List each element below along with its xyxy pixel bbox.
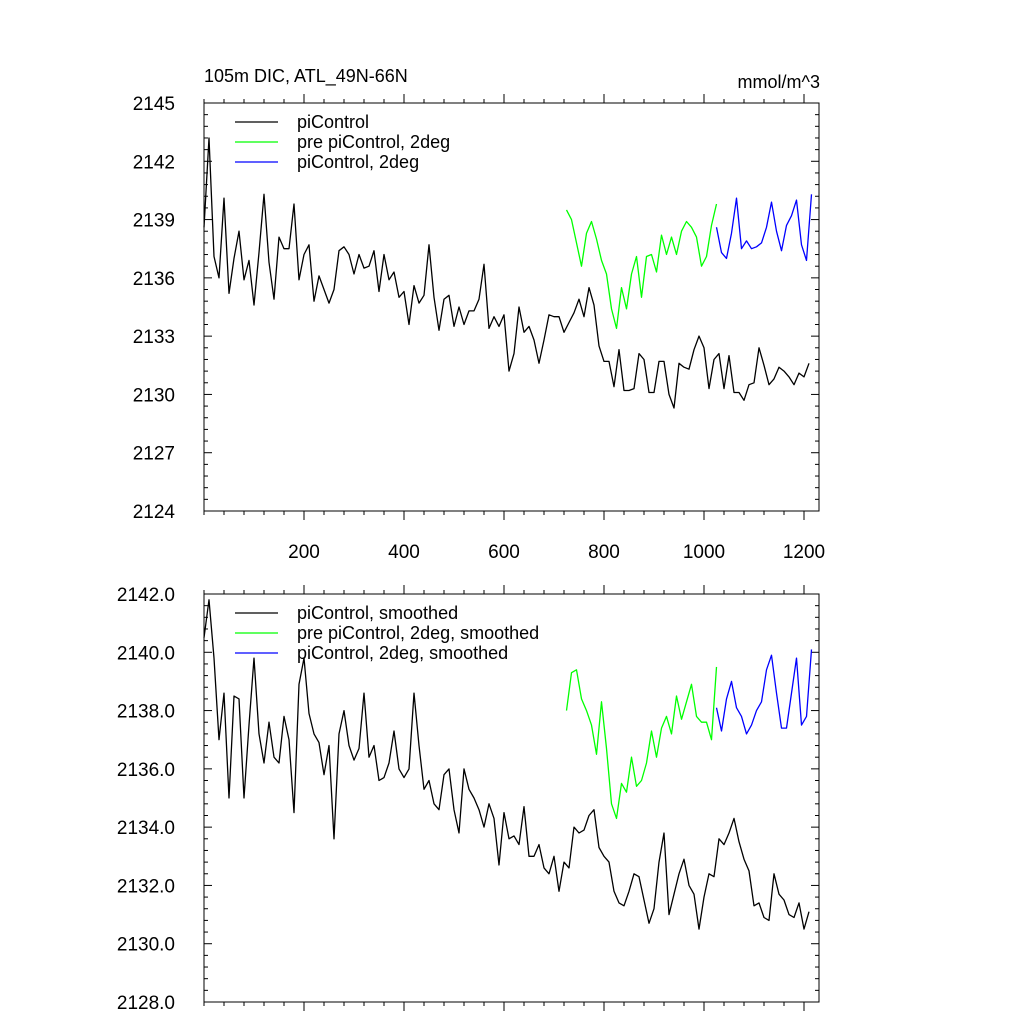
series-line-0 (203, 137, 810, 409)
y-tick-label: 2145 (133, 94, 175, 115)
y-tick-label: 2142 (133, 152, 175, 173)
top-panel: 105m DIC, ATL_49N-66N mmol/m^3 212421272… (133, 66, 825, 563)
x-tick-label: 400 (388, 542, 420, 563)
y-tick-label: 2132.0 (117, 876, 175, 897)
major-ticks (204, 94, 819, 520)
y-tick-label: 2139 (133, 211, 175, 232)
legend-label-0: piControl, smoothed (297, 603, 458, 623)
legend-label-1: pre piControl, 2deg (297, 132, 450, 152)
plot-frame (203, 102, 820, 512)
y-tick-labels: 2128.0 2130.0 2132.0 2134.0 2136.0 2138.0 2140… (117, 585, 175, 1014)
y-tick-label: 2138.0 (117, 702, 175, 723)
y-tick-label: 2124 (133, 502, 176, 523)
y-tick-label: 2142.0 (117, 585, 175, 606)
x-tick-label: 1000 (683, 542, 725, 563)
series-line-0 (203, 599, 810, 930)
series-group (203, 137, 813, 409)
bottom-panel: 2128.0 2130.0 2132.0 2134.0 2136.0 2138.0 2140… (117, 585, 820, 1014)
legend-label-2: piControl, 2deg, smoothed (297, 643, 508, 663)
major-ticks (204, 585, 819, 1011)
x-tick-label: 600 (488, 542, 520, 563)
y-tick-labels: 2124 2127 2130 2133 2136 2139 2142 2145 (133, 94, 176, 523)
y-tick-label: 2134.0 (117, 818, 175, 839)
chart-title: 105m DIC, ATL_49N-66N (204, 66, 408, 87)
series-group (203, 599, 813, 930)
x-tick-label: 200 (288, 542, 320, 563)
series-line-2 (715, 649, 813, 735)
series-line-2 (715, 194, 813, 262)
plot-frame (203, 593, 820, 1003)
series-line-1 (565, 666, 718, 820)
y-tick-label: 2133 (133, 327, 175, 348)
legend-label-2: piControl, 2deg (297, 152, 419, 172)
legend-label-0: piControl (297, 112, 369, 132)
series-line-1 (565, 203, 718, 330)
x-tick-labels: 200 400 600 800 1000 1200 (288, 542, 825, 563)
y-tick-label: 2130 (133, 385, 175, 406)
y-tick-label: 2136.0 (117, 760, 175, 781)
legend-label-1: pre piControl, 2deg, smoothed (297, 623, 539, 643)
y-tick-label: 2128.0 (117, 993, 175, 1014)
x-tick-label: 800 (588, 542, 620, 563)
x-tick-label: 1200 (783, 542, 825, 563)
units-label: mmol/m^3 (738, 72, 820, 92)
y-tick-label: 2136 (133, 269, 175, 290)
y-tick-label: 2130.0 (117, 935, 175, 956)
y-tick-label: 2140.0 (117, 643, 175, 664)
y-tick-label: 2127 (133, 444, 175, 465)
